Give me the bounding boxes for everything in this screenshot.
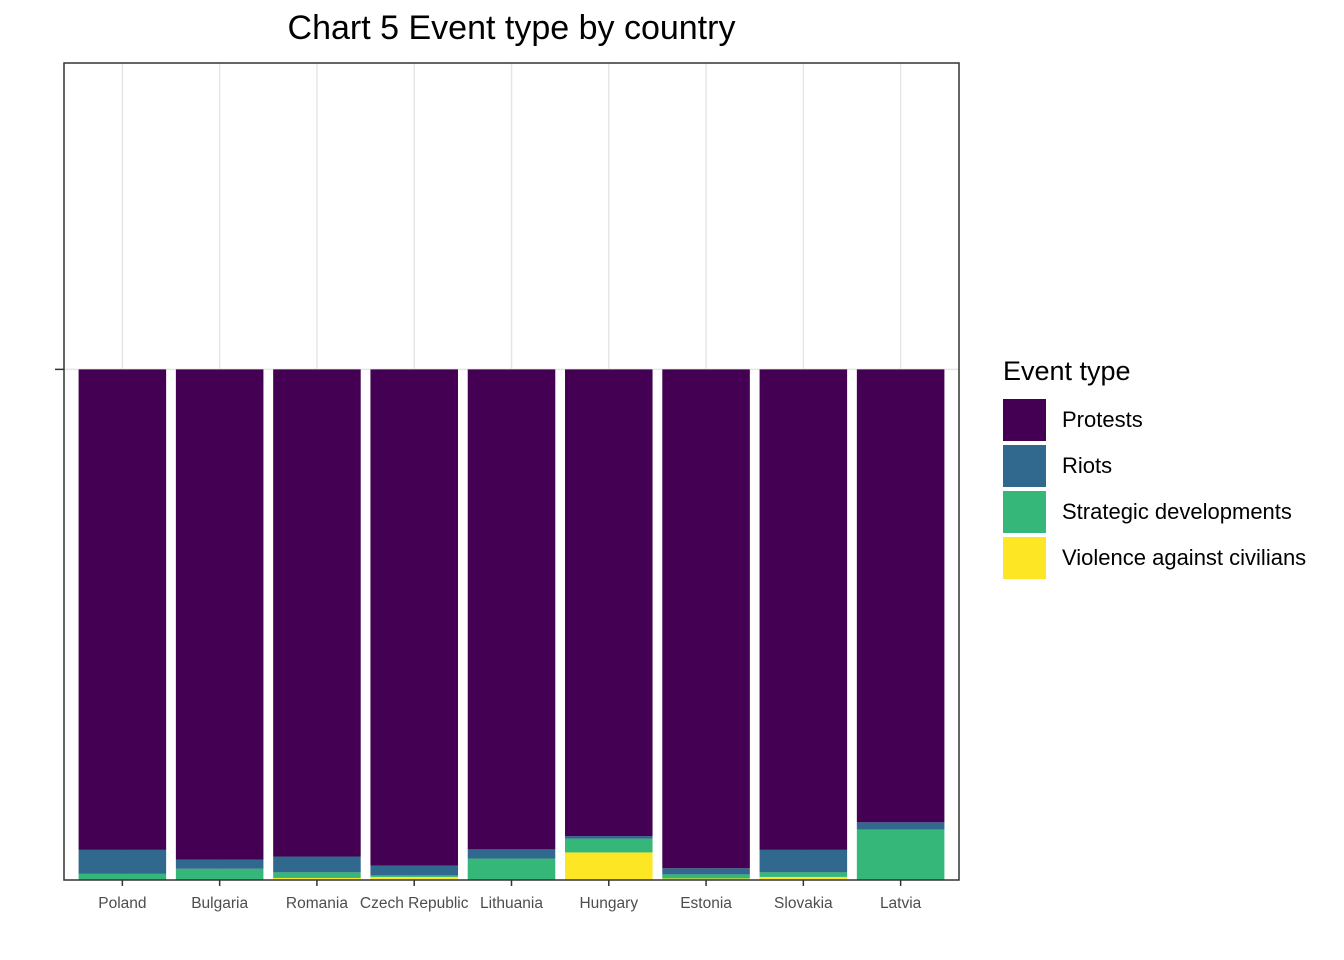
bar-segment [759, 872, 848, 877]
bar-segment [273, 877, 361, 880]
bar-segment [467, 858, 556, 880]
x-tick-label: Romania [286, 895, 348, 912]
bar-segment [856, 829, 945, 880]
bar-segment [370, 865, 458, 876]
bar-segment [175, 859, 264, 869]
legend: Event type Protests Riots Strategic develo… [1003, 356, 1306, 581]
bars [78, 369, 945, 880]
bar-segment [759, 849, 848, 873]
x-tick-label: Estonia [680, 895, 732, 912]
bar-segment [856, 369, 945, 823]
bar-segment [78, 849, 167, 874]
x-tick-label: Hungary [579, 895, 638, 912]
x-tick-label: Slovakia [774, 895, 833, 912]
bar-segment [759, 876, 848, 880]
bar-segment [175, 369, 264, 860]
chart-title: Chart 5 Event type by country [287, 9, 736, 47]
bar-segment [467, 849, 556, 859]
legend-label: Riots [1062, 453, 1113, 478]
legend-title: Event type [1003, 356, 1131, 386]
legend-key [1003, 537, 1046, 579]
bar-segment [370, 369, 458, 866]
x-tick-label: Bulgaria [191, 895, 248, 912]
legend-item: Violence against civilians [1003, 535, 1306, 581]
bar-segment [662, 874, 750, 879]
bar-segment [78, 369, 167, 850]
bar-segment [467, 369, 556, 850]
bar-segment [273, 369, 361, 857]
bar-segment [662, 868, 750, 875]
legend-label: Violence against civilians [1062, 545, 1307, 570]
bar-segment [565, 369, 653, 837]
legend-item: Protests [1003, 397, 1306, 443]
legend-label: Strategic developments [1062, 499, 1292, 524]
bar-segment [273, 872, 361, 878]
bar-segment [273, 856, 361, 873]
legend-items: Protests Riots Strategic developments Viole… [1003, 397, 1306, 581]
bar-segment [662, 878, 750, 880]
legend-key [1003, 445, 1046, 487]
bar-segment [565, 852, 653, 880]
bar-segment [856, 822, 945, 830]
bar-segment [78, 873, 167, 880]
legend-item: Strategic developments [1003, 489, 1306, 535]
x-tick-label: Latvia [880, 895, 922, 912]
x-tick-label: Czech Republic [360, 895, 469, 912]
bar-segment [565, 836, 653, 839]
x-tick-label: Lithuania [480, 895, 543, 912]
legend-key [1003, 399, 1046, 441]
x-axis: Poland Bulgaria Romania Czech Republic Lithu… [98, 880, 922, 912]
bar-segment [370, 875, 458, 877]
bar-segment [370, 876, 458, 880]
bar-segment [175, 868, 264, 880]
legend-label: Protests [1062, 407, 1143, 432]
bar-segment [662, 369, 750, 869]
legend-key [1003, 491, 1046, 533]
bar-segment [759, 369, 848, 850]
x-tick-label: Poland [98, 895, 146, 912]
bar-segment [565, 838, 653, 853]
legend-item: Riots [1003, 443, 1306, 489]
